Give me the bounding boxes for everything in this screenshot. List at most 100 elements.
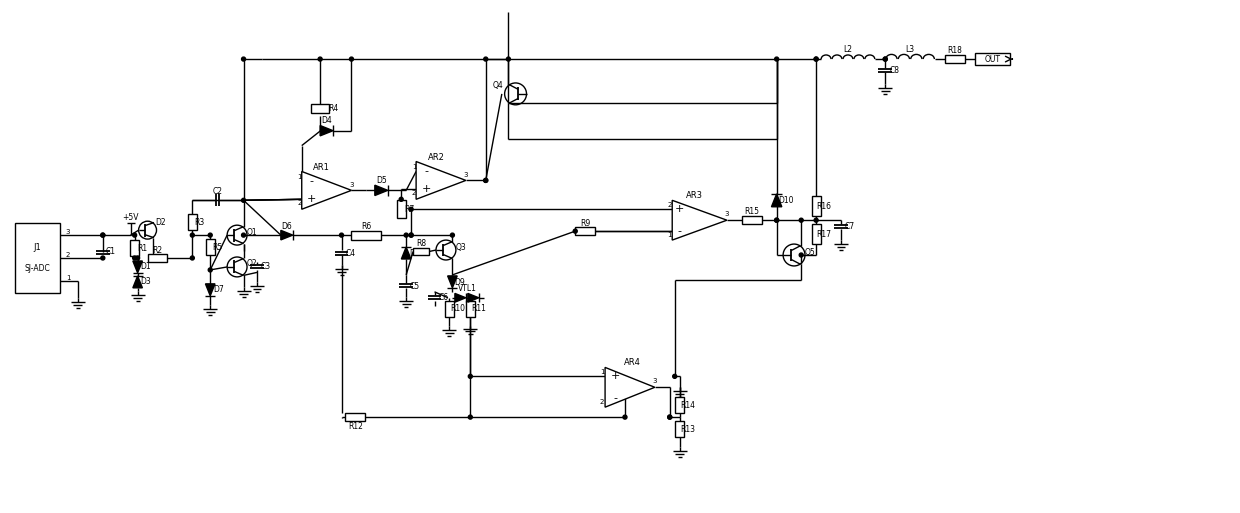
Text: L3: L3 bbox=[905, 45, 915, 54]
Text: -: - bbox=[424, 166, 428, 176]
Text: Q1: Q1 bbox=[247, 228, 258, 236]
Text: 1: 1 bbox=[667, 232, 672, 238]
Text: R2: R2 bbox=[153, 246, 162, 254]
Text: -: - bbox=[613, 393, 618, 403]
Circle shape bbox=[133, 233, 136, 237]
Circle shape bbox=[319, 57, 322, 61]
Circle shape bbox=[242, 57, 246, 61]
Text: D4: D4 bbox=[321, 116, 332, 125]
Text: R15: R15 bbox=[744, 207, 759, 216]
Text: 3: 3 bbox=[724, 211, 729, 217]
Text: D9: D9 bbox=[454, 279, 465, 287]
Text: R17: R17 bbox=[817, 230, 832, 239]
Text: +: + bbox=[422, 184, 430, 194]
Polygon shape bbox=[402, 247, 410, 259]
Polygon shape bbox=[206, 284, 215, 296]
Bar bbox=[206, 239, 215, 255]
Text: 2: 2 bbox=[298, 200, 301, 206]
Circle shape bbox=[100, 233, 105, 237]
Text: C5: C5 bbox=[410, 282, 420, 291]
Circle shape bbox=[208, 233, 212, 237]
Polygon shape bbox=[467, 293, 479, 302]
Text: C6: C6 bbox=[439, 293, 449, 302]
Bar bbox=[676, 397, 684, 413]
Text: R14: R14 bbox=[680, 401, 696, 410]
Text: +: + bbox=[675, 204, 684, 214]
Bar bbox=[397, 200, 405, 218]
Text: 3: 3 bbox=[464, 172, 467, 179]
Polygon shape bbox=[448, 276, 458, 288]
Bar bbox=[130, 240, 139, 256]
Text: R18: R18 bbox=[947, 46, 962, 54]
Circle shape bbox=[484, 179, 487, 183]
Circle shape bbox=[484, 57, 487, 61]
Circle shape bbox=[622, 415, 627, 419]
Text: 1: 1 bbox=[412, 165, 417, 170]
Circle shape bbox=[883, 57, 888, 61]
Text: AR3: AR3 bbox=[686, 191, 703, 200]
Text: 1: 1 bbox=[600, 369, 604, 376]
Text: AR4: AR4 bbox=[624, 358, 640, 367]
Circle shape bbox=[409, 233, 413, 237]
Text: D5: D5 bbox=[376, 176, 387, 185]
Text: 3: 3 bbox=[66, 229, 71, 235]
Bar bbox=[445, 301, 454, 317]
Circle shape bbox=[775, 218, 779, 222]
Bar bbox=[742, 216, 761, 224]
Bar bbox=[812, 224, 821, 244]
Circle shape bbox=[815, 57, 818, 61]
Text: D7: D7 bbox=[213, 285, 223, 294]
Text: D10: D10 bbox=[777, 196, 794, 205]
Text: D3: D3 bbox=[140, 278, 151, 286]
Text: R12: R12 bbox=[348, 422, 363, 430]
Text: 3: 3 bbox=[350, 183, 353, 188]
Bar bbox=[466, 301, 475, 317]
Circle shape bbox=[404, 233, 408, 237]
Circle shape bbox=[573, 229, 578, 233]
Circle shape bbox=[469, 374, 472, 378]
Text: -: - bbox=[678, 226, 682, 236]
Text: C7: C7 bbox=[844, 222, 856, 231]
Circle shape bbox=[450, 233, 454, 237]
Polygon shape bbox=[133, 276, 143, 288]
Text: C3: C3 bbox=[260, 263, 272, 271]
Circle shape bbox=[350, 57, 353, 61]
Polygon shape bbox=[605, 367, 655, 407]
Text: D8: D8 bbox=[409, 248, 419, 258]
Text: D6: D6 bbox=[281, 222, 293, 231]
Circle shape bbox=[815, 218, 818, 222]
Circle shape bbox=[484, 179, 487, 183]
Text: OUT: OUT bbox=[985, 54, 1001, 64]
Polygon shape bbox=[301, 171, 351, 209]
Bar bbox=[575, 227, 595, 235]
Circle shape bbox=[506, 57, 511, 61]
Circle shape bbox=[340, 233, 343, 237]
Polygon shape bbox=[771, 194, 781, 207]
Polygon shape bbox=[320, 126, 334, 136]
Text: Q3: Q3 bbox=[455, 243, 466, 251]
Text: R3: R3 bbox=[195, 218, 205, 227]
Text: -: - bbox=[310, 176, 314, 186]
Bar bbox=[311, 104, 329, 113]
Bar bbox=[187, 214, 197, 230]
Bar bbox=[812, 196, 821, 216]
Circle shape bbox=[133, 256, 136, 260]
Circle shape bbox=[190, 233, 195, 237]
Circle shape bbox=[469, 415, 472, 419]
Polygon shape bbox=[133, 261, 143, 273]
Circle shape bbox=[409, 207, 413, 211]
Text: 3: 3 bbox=[652, 378, 657, 384]
Circle shape bbox=[775, 57, 779, 61]
Circle shape bbox=[399, 198, 403, 201]
Text: R11: R11 bbox=[471, 304, 486, 313]
Text: AR1: AR1 bbox=[314, 163, 330, 172]
Text: R1: R1 bbox=[138, 244, 148, 252]
Text: Q5: Q5 bbox=[805, 248, 816, 256]
Circle shape bbox=[673, 374, 677, 378]
Text: 2: 2 bbox=[66, 252, 71, 258]
Circle shape bbox=[800, 218, 804, 222]
Text: R9: R9 bbox=[580, 219, 590, 228]
Text: D2: D2 bbox=[155, 218, 166, 227]
Text: R7: R7 bbox=[404, 205, 414, 214]
Circle shape bbox=[242, 233, 246, 237]
